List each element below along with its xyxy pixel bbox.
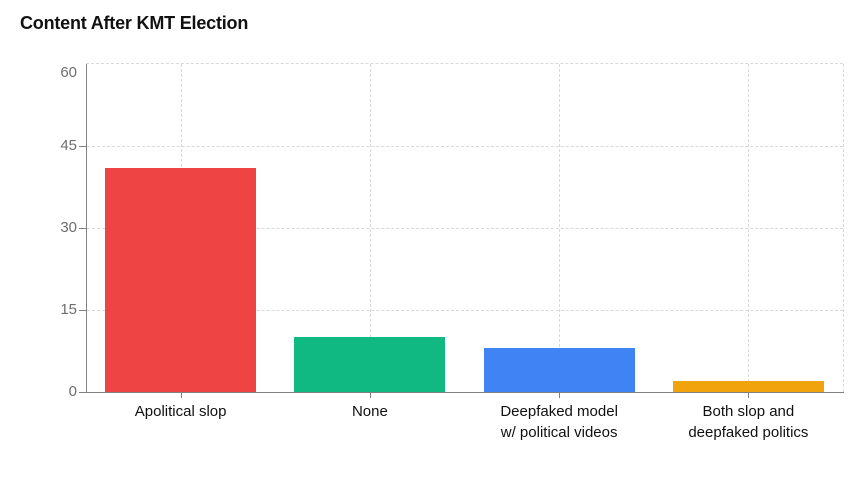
- h-gridline-30: [87, 228, 843, 229]
- v-gridline-4: [748, 64, 750, 392]
- v-gridline-3: [559, 64, 561, 392]
- x-tick-mark-1: [180, 392, 182, 398]
- bar-deepfaked-model-w-political-videos: [483, 348, 635, 392]
- x-category-label-none: None: [351, 403, 388, 420]
- x-tick-mark-3: [559, 392, 561, 398]
- x-tick-mark-2: [369, 392, 371, 398]
- y-tick-mark-0: [79, 392, 86, 393]
- x-axis-line: [86, 392, 844, 393]
- x-category-label-deepfaked-model-w-political-videos: Deepfaked model w/ political videos: [500, 403, 618, 441]
- y-tick-label-15: 15: [60, 301, 77, 318]
- bar-both-slop-and-deepfaked-politics: [672, 381, 824, 392]
- y-axis-line: [86, 64, 87, 393]
- y-tick-mark-45: [79, 146, 86, 147]
- h-gridline-45: [87, 146, 843, 147]
- y-tick-mark-30: [79, 228, 86, 229]
- plot-right-border: [843, 64, 844, 392]
- plot-top-border: [86, 63, 843, 64]
- x-tick-mark-4: [748, 392, 750, 398]
- y-tick-label-45: 45: [60, 137, 77, 154]
- x-category-label-both-slop-and-deepfaked-politics: Both slop and deepfaked politics: [688, 403, 809, 441]
- x-category-label-apolitical-slop: Apolitical slop: [134, 403, 227, 420]
- y-tick-mark-15: [79, 310, 86, 311]
- y-tick-label-0: 0: [68, 383, 77, 400]
- bar-apolitical-slop: [105, 167, 257, 392]
- bar-none: [294, 337, 446, 392]
- y-tick-label-60: 60: [60, 64, 77, 81]
- v-gridline-2: [369, 64, 371, 392]
- chart-title: Content After KMT Election: [20, 13, 249, 33]
- y-tick-label-30: 30: [60, 219, 77, 236]
- h-gridline-15: [87, 310, 843, 311]
